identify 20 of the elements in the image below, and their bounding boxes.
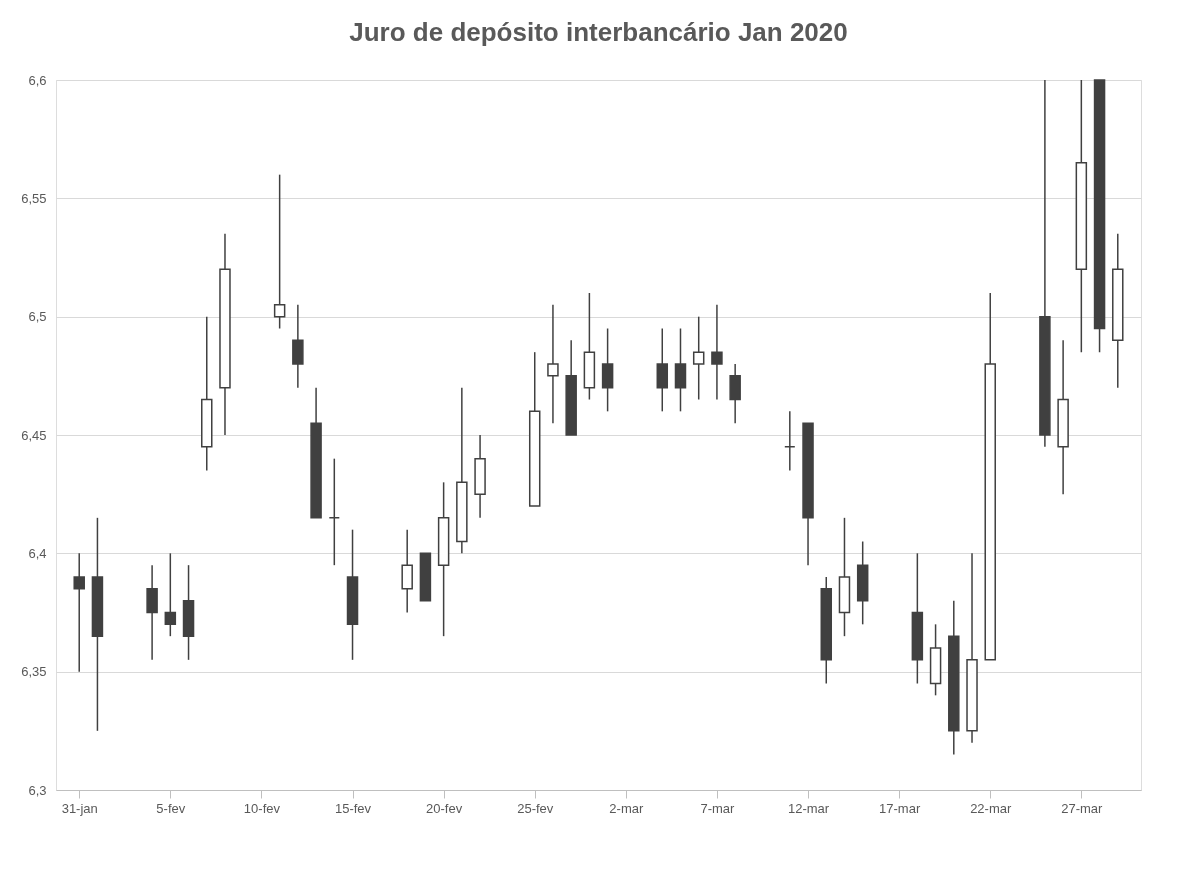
x-tick-label: 12-mar bbox=[787, 800, 830, 816]
x-tick-label: 15-fev bbox=[334, 800, 372, 816]
x-tick-label: 10-fev bbox=[243, 800, 281, 816]
x-tick-label: 2-mar bbox=[609, 800, 644, 816]
y-tick-label: 6,6 bbox=[28, 72, 47, 88]
x-tick-label: 25-fev bbox=[517, 800, 554, 816]
y-tick-label: 6,35 bbox=[21, 664, 47, 680]
y-tick-label: 6,3 bbox=[28, 782, 47, 798]
x-tick-label: 31-jan bbox=[61, 800, 98, 816]
y-tick-label: 6,5 bbox=[28, 309, 47, 325]
x-tick-label: 27-mar bbox=[1061, 800, 1104, 816]
chart-title: Juro de depósito interbancário Jan 2020 bbox=[349, 17, 848, 47]
x-tick-label: 5-fev bbox=[156, 800, 186, 816]
y-tick-label: 6,4 bbox=[28, 545, 47, 561]
x-tick-label: 17-mar bbox=[879, 800, 921, 816]
y-tick-label: 6,45 bbox=[21, 427, 47, 443]
x-tick-label: 20-fev bbox=[426, 800, 463, 816]
x-tick-label: 7-mar bbox=[700, 800, 736, 816]
y-tick-label: 6,55 bbox=[21, 190, 47, 206]
x-tick-label: 22-mar bbox=[970, 800, 1012, 816]
